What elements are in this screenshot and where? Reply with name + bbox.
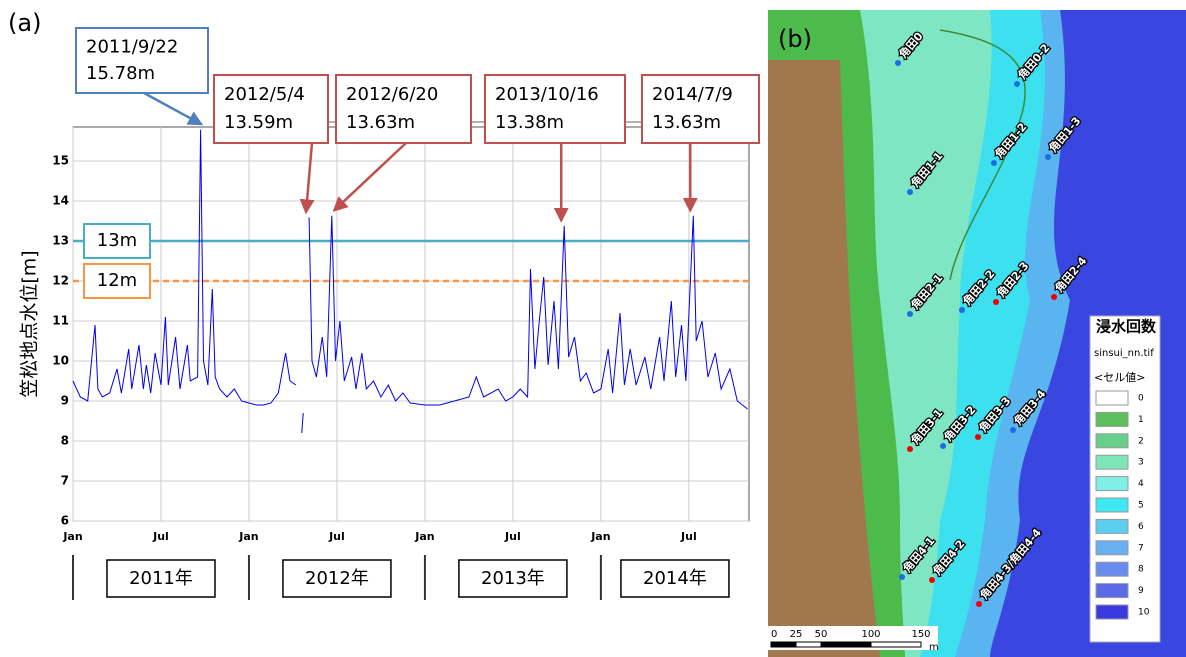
reference-label: 13m: [97, 230, 137, 251]
y-tick-label: 12: [52, 274, 69, 288]
scale-label: 150: [911, 629, 930, 640]
observation-point: [899, 574, 905, 580]
y-tick-label: 13: [52, 234, 69, 248]
legend-swatch: [1096, 519, 1128, 533]
y-tick-label: 7: [61, 474, 69, 488]
legend-subtitle: <セル値>: [1094, 371, 1145, 384]
scale-bar: [871, 642, 921, 647]
x-tick-label: Jan: [414, 530, 434, 543]
x-tick-label: Jan: [590, 530, 610, 543]
scale-label: 100: [861, 629, 880, 640]
observation-point: [940, 443, 946, 449]
plot-area: [73, 127, 749, 521]
x-tick-label: Jul: [504, 530, 521, 543]
y-tick-label: 11: [52, 314, 69, 328]
observation-point: [1014, 81, 1020, 87]
scale-label: 50: [815, 629, 828, 640]
observation-point: [907, 311, 913, 317]
y-tick-label: 8: [61, 434, 69, 448]
x-tick-label: Jan: [238, 530, 258, 543]
y-axis-label: 笠松地点水位[m]: [19, 250, 41, 397]
observation-point: [993, 299, 999, 305]
legend-title: 浸水回数: [1096, 318, 1157, 336]
observation-point: [1051, 294, 1057, 300]
y-tick-label: 14: [52, 194, 69, 208]
legend-file: sinsui_nn.tif: [1094, 348, 1154, 359]
year-label: 2014年: [643, 568, 707, 589]
legend-label: 8: [1138, 565, 1144, 575]
annotation-text: 13.38m: [495, 112, 564, 133]
annotation-text: 15.78m: [86, 63, 155, 84]
x-tick-label: Jul: [152, 530, 169, 543]
observation-point: [975, 434, 981, 440]
legend-label: 7: [1138, 543, 1144, 553]
observation-point: [1045, 154, 1051, 160]
legend-swatch: [1096, 412, 1128, 426]
legend-swatch: [1096, 562, 1128, 576]
legend-swatch: [1096, 584, 1128, 598]
annotation-text: 2012/5/4: [224, 84, 305, 105]
observation-point: [991, 160, 997, 166]
annotation-text: 2014/7/9: [652, 84, 733, 105]
y-tick-label: 10: [52, 354, 69, 368]
scale-label: 0: [771, 629, 777, 640]
page: {"chart_data":{"type":"line","panel_labe…: [0, 0, 1186, 657]
legend-swatch: [1096, 455, 1128, 469]
figure: (a)6789101112131415JanJulJanJulJanJulJan…: [0, 0, 1186, 657]
annotation-text: 13.63m: [346, 112, 415, 133]
panel-label: (b): [778, 25, 812, 53]
annotation-text: 13.63m: [652, 112, 721, 133]
legend-label: 5: [1138, 501, 1144, 511]
x-tick-label: Jul: [680, 530, 697, 543]
scale-unit: m: [929, 642, 939, 653]
scale-bar: [771, 642, 796, 647]
annotation-text: 2013/10/16: [495, 84, 599, 105]
legend-label: 3: [1138, 458, 1144, 468]
legend-label: 10: [1138, 608, 1150, 618]
legend-swatch: [1096, 434, 1128, 448]
scale-bar: [821, 642, 871, 647]
annotation-text: 2011/9/22: [86, 36, 178, 57]
legend-label: 9: [1138, 586, 1144, 596]
x-tick-label: Jul: [328, 530, 345, 543]
observation-point: [895, 60, 901, 66]
legend-label: 4: [1138, 479, 1144, 489]
annotation-arrow: [144, 93, 201, 124]
scale-bar: [796, 642, 821, 647]
legend-swatch: [1096, 605, 1128, 619]
y-tick-label: 9: [61, 394, 69, 408]
annotation-text: 2012/6/20: [346, 84, 438, 105]
y-tick-label: 6: [61, 514, 69, 528]
observation-point: [976, 601, 982, 607]
reference-label: 12m: [97, 270, 137, 291]
observation-point: [929, 577, 935, 583]
legend-swatch: [1096, 477, 1128, 491]
year-label: 2011年: [129, 568, 193, 589]
observation-point: [1010, 427, 1016, 433]
legend-swatch: [1096, 498, 1128, 512]
legend-label: 1: [1138, 415, 1144, 425]
panel-label: (a): [8, 9, 41, 37]
year-label: 2012年: [305, 568, 369, 589]
legend-swatch: [1096, 391, 1128, 405]
observation-point: [907, 446, 913, 452]
legend-label: 0: [1138, 394, 1144, 404]
year-label: 2013年: [481, 568, 545, 589]
legend-label: 2: [1138, 436, 1144, 446]
observation-point: [959, 307, 965, 313]
observation-point: [907, 189, 913, 195]
legend-swatch: [1096, 541, 1128, 555]
x-tick-label: Jan: [62, 530, 82, 543]
scale-label: 25: [790, 629, 803, 640]
annotation-text: 13.59m: [224, 112, 293, 133]
legend-label: 6: [1138, 522, 1144, 532]
y-tick-label: 15: [52, 154, 69, 168]
